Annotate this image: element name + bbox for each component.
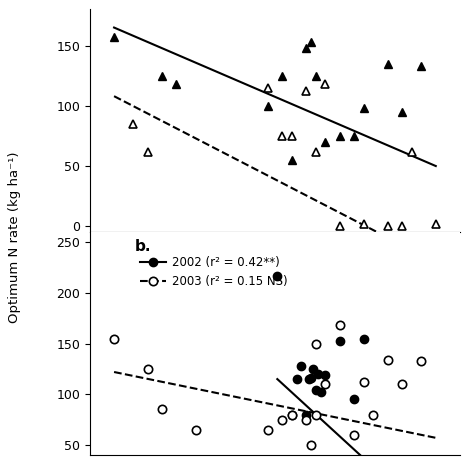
Legend: 2002 (r² = 0.42**), 2003 (r² = 0.15 NS): 2002 (r² = 0.42**), 2003 (r² = 0.15 NS) [140,256,288,288]
Text: b.: b. [135,239,151,254]
Text: Optimum N rate (kg ha⁻¹): Optimum N rate (kg ha⁻¹) [8,151,21,323]
